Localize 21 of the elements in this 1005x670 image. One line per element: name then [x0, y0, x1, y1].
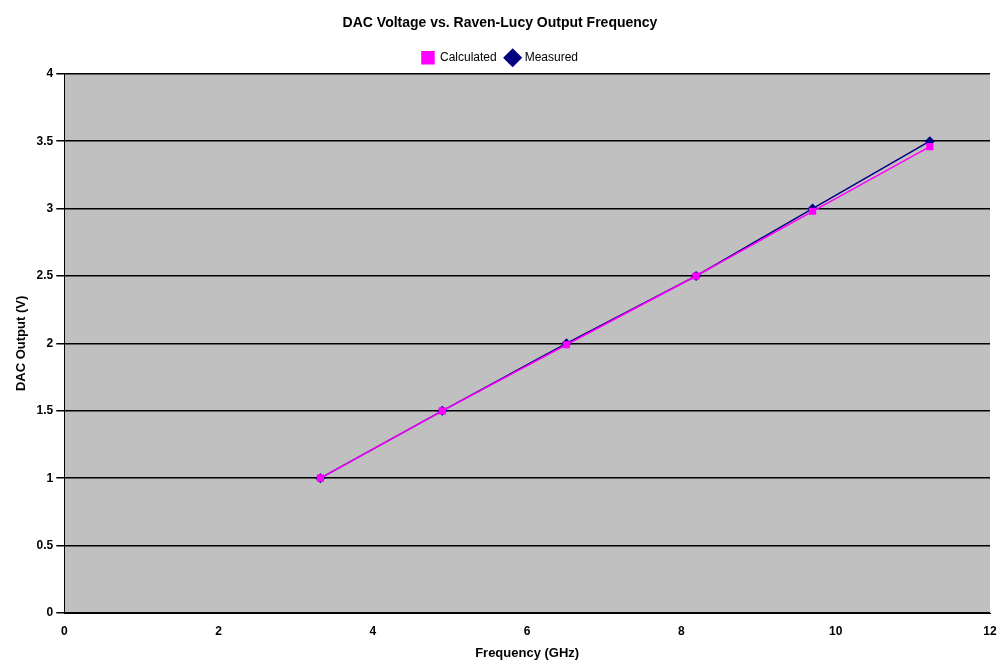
y-tick-label: 4: [46, 66, 54, 81]
y-tick-label: 1: [46, 470, 54, 485]
y-tick-label: 2.5: [36, 268, 54, 283]
y-tick-label: 3.5: [36, 133, 54, 148]
y-axis-title: DAC Output (V): [13, 295, 29, 392]
y-tick-label: 0.5: [36, 537, 54, 552]
x-tick-label: 8: [678, 623, 686, 638]
x-tick-label: 12: [983, 623, 997, 638]
x-tick-label: 4: [369, 623, 377, 638]
x-tick-label: 10: [829, 623, 843, 638]
y-tick-label: 0: [46, 605, 54, 620]
chart-title: DAC Voltage vs. Raven-Lucy Output Frequency: [342, 14, 658, 31]
x-tick-label: 6: [523, 623, 531, 638]
legend-label: Calculated: [439, 50, 497, 65]
y-tick-label: 1.5: [36, 403, 54, 418]
y-tick-label: 2: [46, 335, 54, 350]
x-axis-title: Frequency (GHz): [475, 644, 580, 660]
x-tick-label: 0: [60, 623, 68, 638]
y-tick-label: 3: [46, 200, 54, 215]
x-tick-label: 2: [215, 623, 223, 638]
legend-label: Measured: [524, 50, 579, 65]
